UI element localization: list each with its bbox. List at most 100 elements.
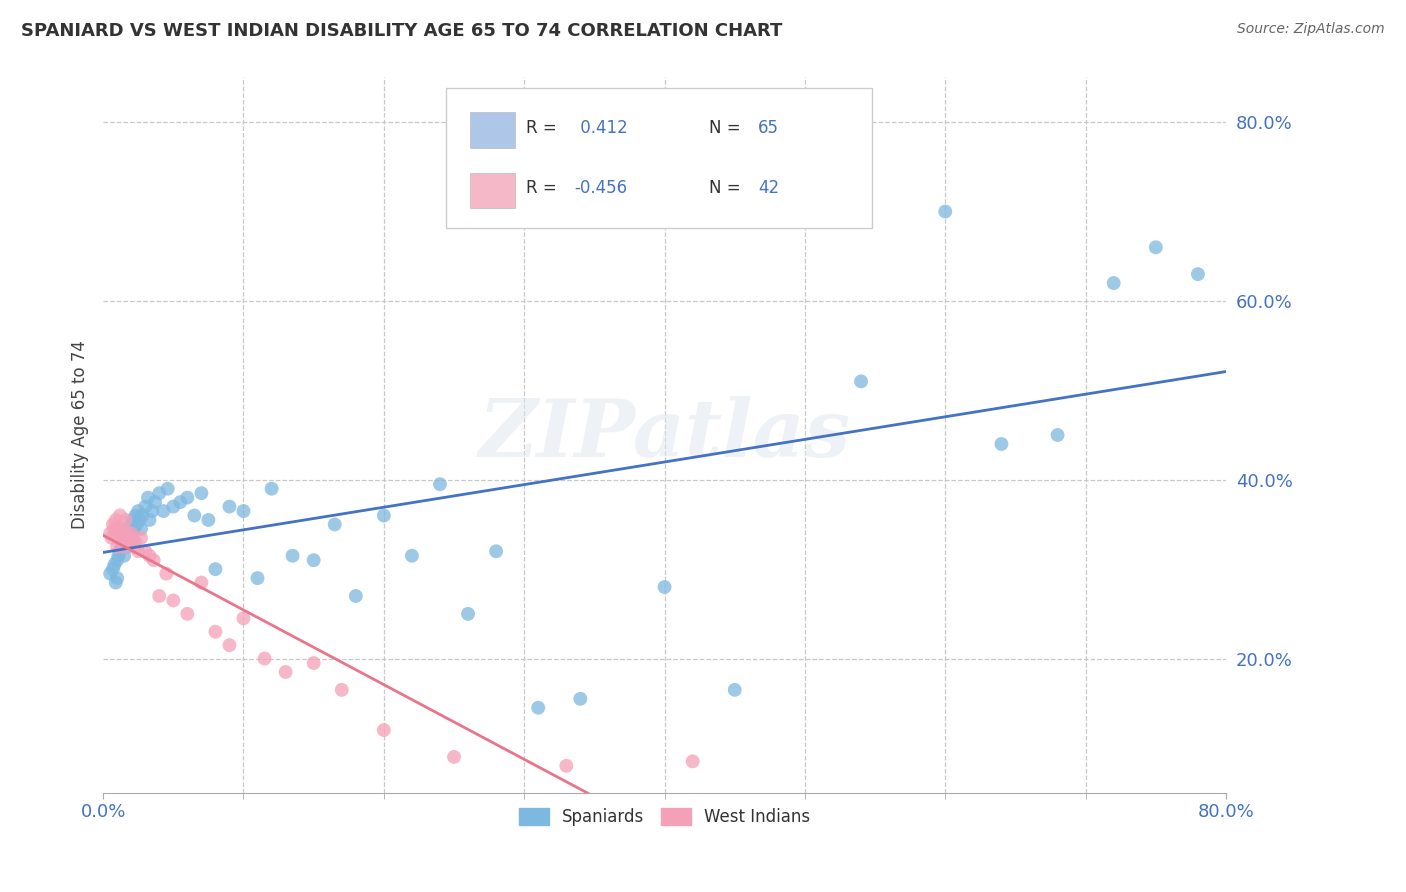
Point [457, 607, 479, 621]
Text: Source: ZipAtlas.com: Source: ZipAtlas.com [1237, 22, 1385, 37]
Bar [470, 172, 515, 209]
Text: R =: R = [526, 179, 562, 197]
Point [105, 526, 128, 541]
Point [373, 508, 395, 523]
Text: N =: N = [710, 179, 747, 197]
Text: ZIPatlas: ZIPatlas [478, 396, 851, 474]
Point [152, 504, 174, 518]
Text: SPANIARD VS WEST INDIAN DISABILITY AGE 65 TO 74 CORRELATION CHART: SPANIARD VS WEST INDIAN DISABILITY AGE 6… [21, 22, 783, 40]
Point [100, 531, 122, 545]
Point [124, 508, 146, 523]
Point [1144, 240, 1167, 254]
Point [127, 504, 149, 518]
Point [108, 544, 131, 558]
Point [131, 508, 153, 523]
Point [129, 531, 152, 545]
Point [128, 513, 150, 527]
Point [429, 477, 451, 491]
Point [105, 540, 128, 554]
Text: R =: R = [526, 119, 562, 136]
Point [108, 508, 131, 523]
Point [124, 535, 146, 549]
Point [117, 531, 139, 545]
FancyBboxPatch shape [446, 88, 872, 227]
Point [114, 522, 136, 536]
Point [330, 682, 353, 697]
Point [176, 607, 198, 621]
Point [101, 562, 124, 576]
Point [104, 513, 127, 527]
Point [849, 375, 872, 389]
Point [1046, 428, 1069, 442]
Point [148, 589, 170, 603]
Point [125, 517, 148, 532]
Point [569, 691, 592, 706]
Point [122, 540, 145, 554]
Point [141, 504, 163, 518]
Point [232, 611, 254, 625]
Point [105, 553, 128, 567]
Point [138, 549, 160, 563]
Point [114, 513, 136, 527]
Point [142, 553, 165, 567]
Point [373, 723, 395, 737]
Point [218, 638, 240, 652]
Point [138, 513, 160, 527]
Point [302, 553, 325, 567]
Point [103, 522, 125, 536]
Point [654, 580, 676, 594]
Point [129, 522, 152, 536]
Point [103, 558, 125, 572]
Point [122, 522, 145, 536]
Point [183, 508, 205, 523]
Point [1187, 267, 1209, 281]
Point [443, 750, 465, 764]
Point [120, 526, 142, 541]
Point [401, 549, 423, 563]
Point [162, 593, 184, 607]
Point [110, 526, 132, 541]
Legend: Spaniards, West Indians: Spaniards, West Indians [510, 799, 818, 834]
Point [253, 651, 276, 665]
Point [115, 540, 138, 554]
Text: -0.456: -0.456 [575, 179, 628, 197]
Point [112, 549, 135, 563]
Point [176, 491, 198, 505]
Point [1102, 276, 1125, 290]
Point [104, 575, 127, 590]
Point [112, 540, 135, 554]
Point [302, 656, 325, 670]
Point [934, 204, 956, 219]
Point [156, 482, 179, 496]
Point [121, 531, 143, 545]
Y-axis label: Disability Age 65 to 74: Disability Age 65 to 74 [72, 341, 89, 530]
Point [190, 486, 212, 500]
Text: N =: N = [710, 119, 747, 136]
Point [115, 526, 138, 541]
Point [197, 513, 219, 527]
Point [682, 755, 704, 769]
Point [120, 517, 142, 532]
Point [134, 500, 156, 514]
Point [323, 517, 346, 532]
Point [110, 540, 132, 554]
Bar [470, 112, 515, 147]
Point [260, 482, 283, 496]
Point [98, 566, 121, 581]
Point [274, 665, 297, 679]
Point [101, 517, 124, 532]
Point [118, 535, 141, 549]
Point [218, 500, 240, 514]
Point [121, 513, 143, 527]
Point [134, 544, 156, 558]
Point [204, 562, 226, 576]
Point [246, 571, 269, 585]
Point [112, 526, 135, 541]
Point [281, 549, 304, 563]
Point [232, 504, 254, 518]
Point [112, 522, 135, 536]
Point [117, 531, 139, 545]
Point [724, 682, 747, 697]
Point [120, 526, 142, 541]
Text: 0.412: 0.412 [575, 119, 627, 136]
